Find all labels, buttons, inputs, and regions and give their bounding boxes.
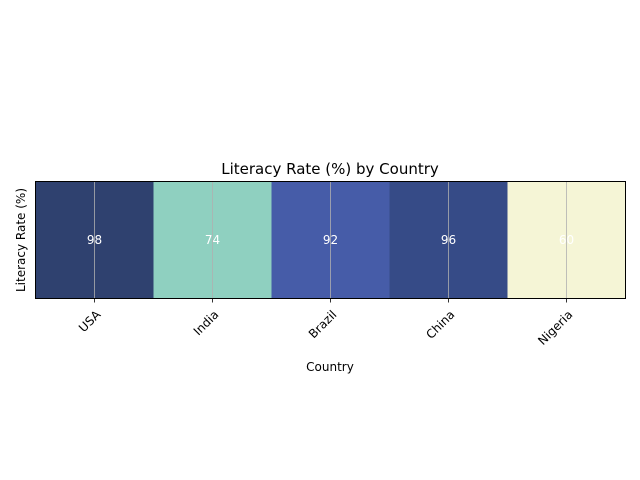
cell-label-usa: 98	[87, 233, 102, 247]
x-tick-label-nigeria: Nigeria	[535, 308, 575, 348]
gridlines	[94, 181, 567, 299]
cell-label-china: 96	[441, 233, 456, 247]
cell-labels: 98 74 92 96 60	[87, 233, 574, 247]
cell-label-india: 74	[205, 233, 220, 247]
x-tick-label-china: China	[423, 308, 457, 342]
x-tick-label-india: India	[191, 308, 222, 339]
cell-label-nigeria: 60	[559, 233, 574, 247]
x-tick-label-brazil: Brazil	[306, 308, 340, 342]
x-axis-ticks: USA India Brazil China Nigeria	[76, 298, 575, 348]
chart-title: Literacy Rate (%) by Country	[221, 160, 439, 178]
cell-label-brazil: 92	[323, 233, 338, 247]
y-axis-label: Literacy Rate (%)	[14, 188, 28, 292]
x-tick-label-usa: USA	[76, 307, 104, 335]
x-axis-label: Country	[306, 360, 354, 374]
